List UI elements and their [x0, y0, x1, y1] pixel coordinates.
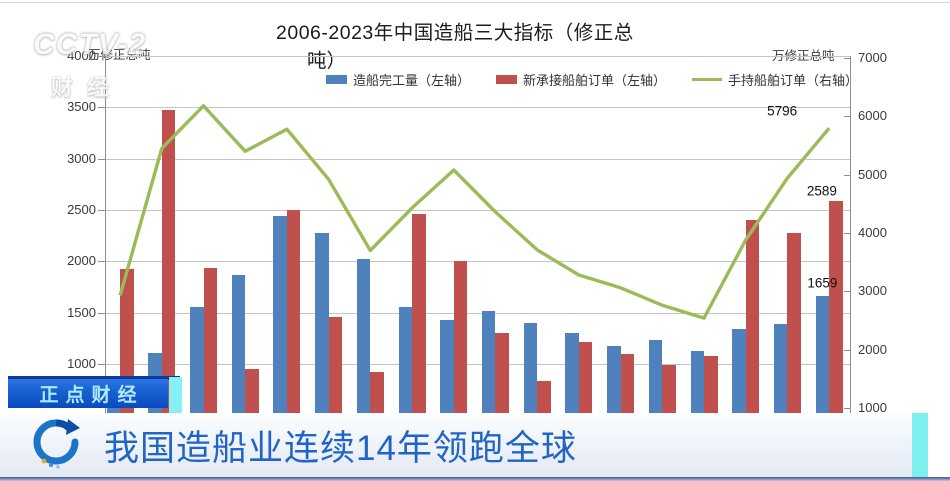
gridline	[105, 107, 850, 109]
bar-new-orders-2009	[245, 369, 259, 413]
right-axis-label: 5000	[858, 166, 887, 182]
headline-text: 我国造船业连续14年领跑全球	[104, 428, 577, 468]
gridline	[105, 261, 850, 263]
bar-completion-2012	[356, 259, 371, 413]
bar-completion-2013	[398, 306, 413, 413]
ticker-strip	[0, 477, 950, 481]
left-axis-tick	[98, 210, 105, 212]
right-axis-label: 3000	[858, 283, 887, 299]
badge-cyan-stripe	[169, 377, 182, 413]
bar-new-orders-2010	[286, 210, 301, 413]
gridline	[105, 56, 850, 58]
chart-title-line2: 吨）	[307, 50, 347, 72]
left-axis-label: 1500	[67, 304, 96, 320]
badge-top-edge	[8, 376, 180, 380]
left-axis-tick	[98, 158, 105, 160]
right-axis-label: 7000	[858, 49, 887, 65]
legend-item: 新承接船舶订单（左轴）	[496, 70, 666, 89]
bar-new-orders-2021	[745, 220, 760, 413]
bar-new-orders-2016	[537, 381, 551, 413]
legend-label: 手持船舶订单（右轴）	[728, 73, 859, 88]
bar-new-orders-2012	[370, 372, 384, 413]
legend-bar-swatch	[326, 75, 347, 84]
right-axis-tick	[844, 291, 850, 293]
data-label-5796: 5796	[767, 103, 798, 119]
program-badge-label: 正点财经	[39, 385, 144, 406]
right-axis-label: 2000	[858, 341, 887, 357]
right-axis-tick	[844, 407, 850, 409]
legend-label: 新承接船舶订单（左轴）	[523, 73, 667, 88]
bar-completion-2022	[773, 324, 788, 413]
gridline	[105, 158, 850, 160]
bar-completion-2009	[231, 274, 246, 413]
bar-completion-2019	[648, 340, 663, 413]
bar-completion-2017	[565, 333, 579, 413]
bar-completion-2021	[732, 329, 746, 413]
left-axis-unit: 万修正总吨	[88, 48, 151, 62]
bar-new-orders-2008	[203, 267, 218, 413]
bar-new-orders-2020	[704, 355, 718, 413]
headline-cyan-stripe	[912, 413, 928, 477]
data-label-2589: 2589	[806, 183, 837, 199]
right-axis-unit: 万修正总吨	[772, 49, 835, 63]
bar-new-orders-2017	[578, 342, 593, 413]
bar-completion-2015	[481, 310, 496, 413]
bar-new-orders-2014	[453, 261, 468, 413]
chart-title-line1: 2006-2023年中国造船三大指标（修正总	[276, 22, 634, 44]
right-axis-tick	[844, 116, 850, 118]
bar-new-orders-2015	[495, 333, 509, 413]
legend-label: 造船完工量（左轴）	[353, 73, 471, 88]
bar-completion-2014	[440, 319, 454, 413]
left-axis-label: 2500	[67, 202, 96, 218]
right-axis-label: 6000	[858, 108, 887, 124]
left-axis-tick	[98, 261, 105, 263]
bar-completion-2008	[190, 306, 204, 413]
left-axis-label: 4000	[67, 48, 96, 64]
legend-item: 造船完工量（左轴）	[326, 70, 470, 89]
bar-completion-2023	[815, 296, 830, 413]
left-axis-tick	[98, 56, 105, 58]
right-axis-tick	[844, 174, 850, 176]
cctv-watermark-channel: 财经	[51, 75, 124, 100]
right-axis-tick	[844, 232, 850, 234]
bar-new-orders-2019	[662, 365, 676, 413]
bar-completion-2018	[607, 345, 621, 413]
right-axis-tick	[844, 349, 850, 351]
bar-new-orders-2018	[620, 353, 635, 413]
headline-bar: 我国造船业连续14年领跑全球	[0, 413, 928, 477]
left-axis-label: 3500	[67, 99, 96, 115]
bar-completion-2020	[690, 350, 704, 413]
program-badge: 正点财经	[8, 379, 168, 408]
legend-item: 手持船舶订单（右轴）	[692, 70, 858, 89]
chart-legend: 造船完工量（左轴） 新承接船舶订单（左轴） 手持船舶订单（右轴）	[326, 70, 858, 89]
left-axis-label: 3000	[67, 150, 96, 166]
left-axis-label: 2000	[67, 253, 96, 269]
right-axis-line	[849, 56, 851, 413]
right-axis-label: 4000	[858, 224, 887, 240]
bar-completion-2010	[273, 216, 287, 413]
bar-completion-2016	[523, 322, 538, 413]
data-label-1659: 1659	[807, 275, 838, 291]
bar-new-orders-2011	[328, 316, 343, 413]
right-axis-tick	[844, 57, 850, 59]
top-divider-line	[0, 2, 950, 3]
left-axis-label: 1000	[67, 356, 96, 372]
bar-completion-2011	[315, 232, 329, 413]
gridline	[105, 364, 850, 366]
cctv2-watermark: CCTV-2 财经	[33, 28, 183, 102]
bar-new-orders-2013	[412, 214, 426, 413]
legend-line-swatch	[692, 78, 723, 81]
bar-new-orders-2022	[787, 232, 801, 413]
right-axis-label: 1000	[858, 399, 887, 415]
left-axis-tick	[98, 312, 105, 314]
program-logo-icon	[33, 419, 80, 469]
left-axis-tick	[98, 107, 105, 109]
left-axis-line	[104, 56, 106, 413]
bar-new-orders-2023	[829, 200, 843, 413]
legend-bar-swatch	[496, 75, 518, 84]
left-axis-tick	[98, 364, 105, 366]
gridline	[105, 210, 850, 212]
bar-new-orders-2007	[161, 110, 176, 413]
